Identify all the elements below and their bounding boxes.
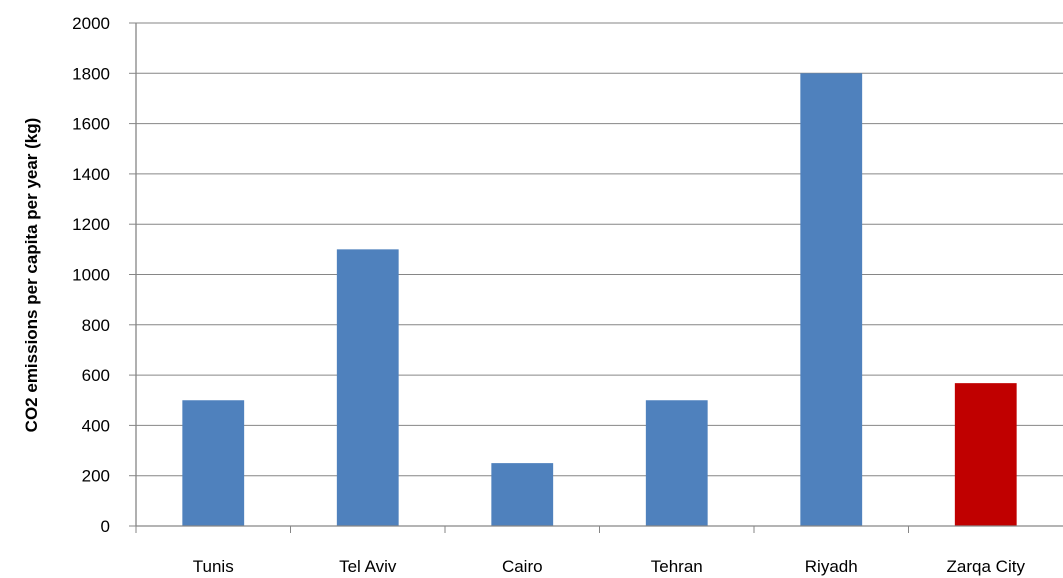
x-tick-label: Cairo bbox=[502, 557, 543, 576]
x-tick-label: Tehran bbox=[651, 557, 703, 576]
bar-tunis bbox=[182, 400, 245, 526]
gridlines bbox=[136, 22, 1063, 477]
y-tick-label: 1400 bbox=[72, 165, 110, 184]
y-tick-label: 2000 bbox=[72, 14, 110, 33]
y-tick-label: 200 bbox=[82, 467, 110, 486]
bars bbox=[182, 73, 1017, 527]
y-axis-title: CO2 emissions per capita per year (kg) bbox=[22, 118, 41, 433]
y-tick-label: 600 bbox=[82, 366, 110, 385]
y-tick-label: 1600 bbox=[72, 115, 110, 134]
bar-cairo bbox=[491, 463, 554, 526]
y-tick-label: 1000 bbox=[72, 266, 110, 285]
x-tick-label: Tunis bbox=[193, 557, 234, 576]
y-tick-label: 400 bbox=[82, 416, 110, 435]
bar-tehran bbox=[645, 400, 708, 526]
bar-riyadh bbox=[800, 73, 863, 527]
bar-tel-aviv bbox=[336, 249, 399, 526]
x-tick-labels: Tunis Tel Aviv Cairo Tehran Riyadh Zarqa City bbox=[193, 557, 1026, 576]
x-tick-label: Riyadh bbox=[805, 557, 858, 576]
y-tick-labels: 0 200 400 600 800 1000 1200 1400 1600 1800 2000 bbox=[72, 14, 110, 536]
x-tick-label: Zarqa City bbox=[947, 557, 1026, 576]
y-tick-label: 0 bbox=[101, 517, 110, 536]
x-tick-label: Tel Aviv bbox=[339, 557, 397, 576]
bar-zarqa-city bbox=[954, 383, 1017, 526]
y-tick-label: 1200 bbox=[72, 215, 110, 234]
y-tick-label: 800 bbox=[82, 316, 110, 335]
y-tick-label: 1800 bbox=[72, 64, 110, 83]
axes bbox=[129, 22, 1063, 533]
